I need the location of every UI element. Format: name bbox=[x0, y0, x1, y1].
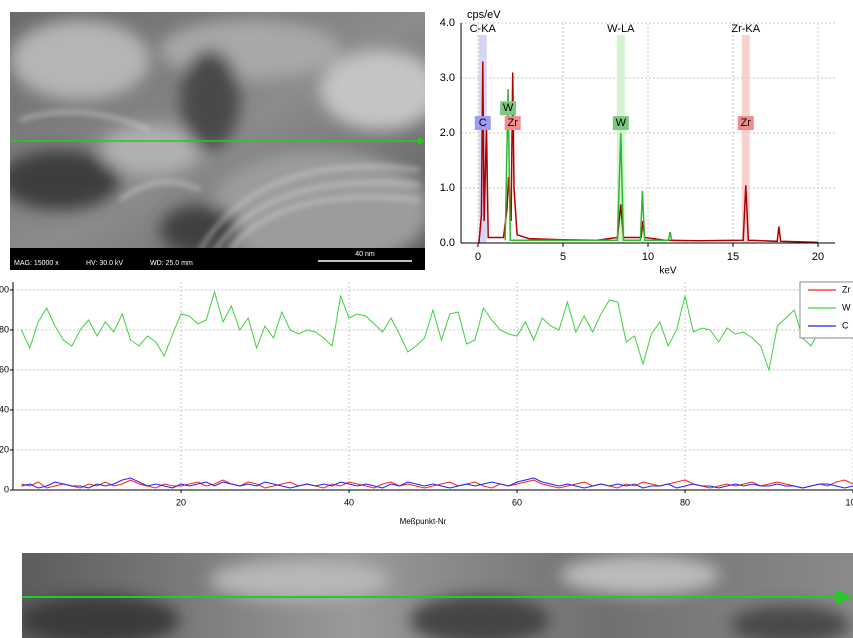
y-tick-label: 1.0 bbox=[440, 182, 455, 194]
peak-label-box bbox=[612, 116, 629, 131]
y-tick-label: 20 bbox=[0, 444, 9, 454]
scale-bar-label: 40 nm bbox=[355, 251, 375, 258]
element-band bbox=[741, 35, 750, 243]
y-tick-label: 80 bbox=[0, 324, 9, 334]
legend-box bbox=[799, 281, 853, 339]
sem-wd: WD: 25.0 mm bbox=[150, 260, 193, 267]
x-tick-label: 20 bbox=[812, 251, 824, 263]
series-line bbox=[21, 477, 853, 489]
element-line-label: W-LA bbox=[607, 23, 635, 35]
legend-label: Zr bbox=[842, 284, 851, 294]
peak-label: W bbox=[616, 117, 627, 129]
y-tick-label: 0.0 bbox=[440, 237, 455, 249]
y-axis-label: cps/eV bbox=[467, 9, 501, 21]
spectrum-line bbox=[504, 88, 673, 242]
series-line bbox=[20, 290, 853, 372]
x-tick-label: 60 bbox=[512, 497, 522, 507]
x-tick-label: 20 bbox=[176, 497, 186, 507]
sem-mag: MAG: 15000 x bbox=[14, 260, 59, 267]
peak-label-box bbox=[474, 116, 491, 131]
peak-label: C bbox=[479, 117, 487, 129]
x-tick-label: 10 bbox=[642, 251, 654, 263]
y-tick-label: 0 bbox=[4, 484, 9, 494]
y-tick-label: 100 bbox=[0, 284, 9, 294]
element-line-label: C-KA bbox=[470, 23, 497, 35]
x-tick-label: 100 bbox=[845, 497, 853, 507]
y-tick-label: 2.0 bbox=[440, 127, 455, 139]
series-line bbox=[21, 479, 853, 489]
sem-hv: HV: 30.0 kV bbox=[86, 260, 123, 267]
peak-label: W bbox=[503, 102, 514, 114]
x-tick-label: 15 bbox=[727, 251, 739, 263]
y-tick-label: 40 bbox=[0, 404, 9, 414]
peak-label: Zr bbox=[507, 117, 518, 129]
x-tick-label: 80 bbox=[680, 497, 690, 507]
sem-image: MAG: 15000 x HV: 30.0 kV WD: 25.0 mm 40 … bbox=[10, 12, 425, 270]
x-tick-label: 40 bbox=[344, 497, 354, 507]
peak-label: Zr bbox=[741, 117, 752, 129]
y-tick-label: 4.0 bbox=[440, 17, 455, 29]
peak-label-box bbox=[737, 116, 754, 131]
sem-strip bbox=[22, 553, 853, 638]
x-axis-label: Meßpunkt-Nr bbox=[400, 517, 447, 526]
x-tick-label: 0 bbox=[475, 251, 481, 263]
x-axis-label: keV bbox=[659, 266, 677, 277]
legend-label: C bbox=[842, 320, 849, 330]
legend-label: W bbox=[842, 302, 851, 312]
x-tick-label: 5 bbox=[560, 251, 566, 263]
y-tick-label: 60 bbox=[0, 364, 9, 374]
peak-label-box bbox=[504, 116, 521, 131]
element-line-label: Zr-KA bbox=[731, 23, 760, 35]
peak-label-box bbox=[500, 101, 517, 116]
y-tick-label: 3.0 bbox=[440, 72, 455, 84]
